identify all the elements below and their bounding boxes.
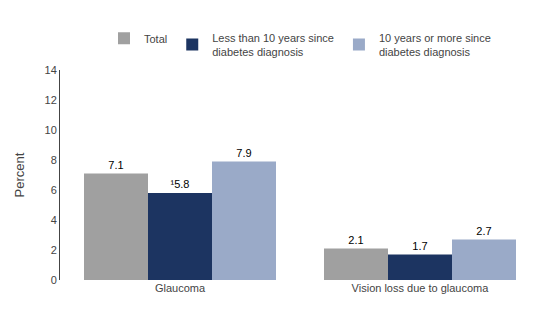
svg-text:7.1: 7.1 [108, 159, 123, 171]
svg-text:0: 0 [51, 274, 57, 286]
svg-text:10 years or more sincediabetes: 10 years or more sincediabetes diagnosis [379, 32, 491, 58]
svg-text:10: 10 [45, 124, 57, 136]
svg-text:12: 12 [45, 94, 57, 106]
svg-text:2.1: 2.1 [348, 234, 363, 246]
svg-text:1.7: 1.7 [412, 240, 427, 252]
svg-text:6: 6 [51, 184, 57, 196]
svg-text:2.7: 2.7 [476, 225, 491, 237]
svg-text:8: 8 [51, 154, 57, 166]
svg-text:4: 4 [51, 214, 57, 226]
svg-text:14: 14 [45, 64, 57, 76]
svg-text:2: 2 [51, 244, 57, 256]
svg-text:Vision loss due to glaucoma: Vision loss due to glaucoma [352, 282, 490, 294]
svg-text:Glaucoma: Glaucoma [155, 282, 206, 294]
svg-text:Less than 10 years sincediabet: Less than 10 years sincediabetes diagnos… [212, 32, 334, 58]
svg-text:Total: Total [144, 33, 167, 45]
svg-text:¹5.8: ¹5.8 [171, 178, 190, 190]
svg-text:Percent: Percent [12, 152, 27, 197]
svg-text:7.9: 7.9 [236, 147, 251, 159]
